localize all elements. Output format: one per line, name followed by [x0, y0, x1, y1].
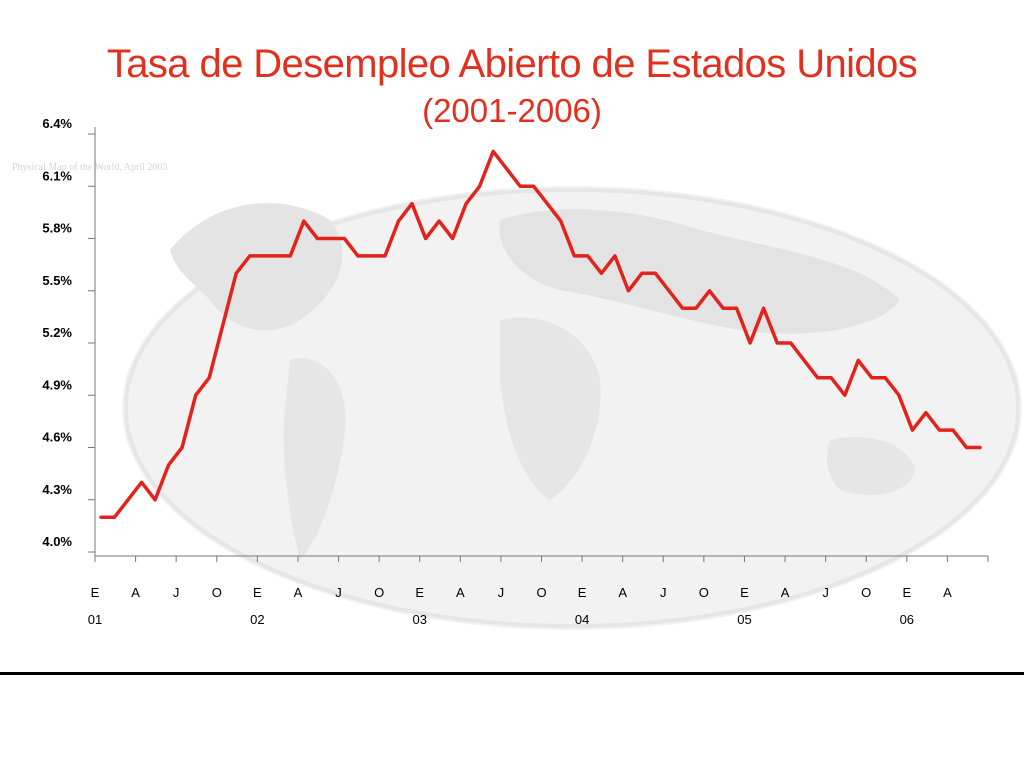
x-month-label: J — [822, 585, 829, 600]
y-tick-label: 4.6% — [42, 430, 72, 445]
unemployment-rate-line — [99, 149, 982, 519]
bottom-divider — [0, 672, 1024, 675]
y-tick-label: 4.0% — [42, 534, 72, 549]
x-month-label: E — [902, 585, 911, 600]
y-tick-label: 5.2% — [42, 325, 72, 340]
y-tick-label: 4.3% — [42, 482, 72, 497]
x-month-label: E — [578, 585, 587, 600]
y-axis: 4.0% 4.3% 4.6% 4.9% 5.2% 5.5% 5.8% 6.1% 6.4% — [42, 116, 96, 556]
x-month-label: E — [91, 585, 100, 600]
x-month-label: J — [660, 585, 667, 600]
x-year-label: 05 — [737, 612, 751, 627]
x-year-label: 01 — [88, 612, 102, 627]
x-month-label: A — [456, 585, 465, 600]
x-month-label: E — [415, 585, 424, 600]
x-year-label: 06 — [900, 612, 914, 627]
x-year-label: 03 — [412, 612, 426, 627]
y-tick-label: 5.8% — [42, 221, 72, 236]
chart-subtitle: (2001-2006) — [422, 92, 602, 129]
x-month-label: O — [861, 585, 871, 600]
x-month-label: O — [699, 585, 709, 600]
world-map-background: Physical Map of the World, April 2003 — [12, 162, 1022, 630]
x-month-label: O — [374, 585, 384, 600]
x-month-label: A — [618, 585, 627, 600]
x-month-label: E — [740, 585, 749, 600]
y-tick-label: 6.1% — [42, 168, 72, 183]
y-tick-label: 5.5% — [42, 273, 72, 288]
x-month-label: A — [294, 585, 303, 600]
x-month-label: E — [253, 585, 262, 600]
x-year-label: 02 — [250, 612, 264, 627]
x-month-label: J — [335, 585, 342, 600]
y-tick-label: 6.4% — [42, 116, 72, 131]
x-month-label: J — [498, 585, 505, 600]
x-month-label: J — [173, 585, 180, 600]
x-year-label: 04 — [575, 612, 589, 627]
map-watermark-text: Physical Map of the World, April 2003 — [12, 162, 167, 173]
x-month-label: A — [781, 585, 790, 600]
x-month-label: A — [943, 585, 952, 600]
x-axis: E A J O E A J O E A J O E A J O E A J O E A 01 02 03 04 05 06 — [88, 555, 989, 627]
x-month-label: O — [536, 585, 546, 600]
x-month-label: O — [212, 585, 222, 600]
y-tick-label: 4.9% — [42, 377, 72, 392]
chart-title: Tasa de Desempleo Abierto de Estados Uni… — [106, 42, 918, 86]
x-month-label: A — [131, 585, 140, 600]
